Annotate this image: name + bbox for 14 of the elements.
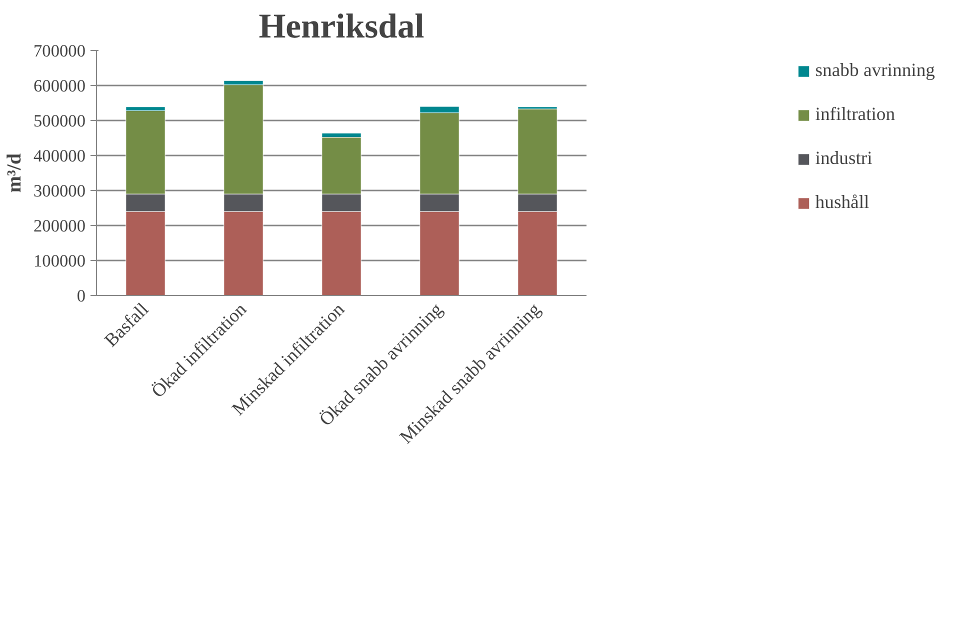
y-tick-label: 100000 [34, 252, 86, 270]
legend-label: snabb avrinning [815, 60, 935, 82]
y-axis-title: m³/d [4, 153, 26, 193]
chart-title: Henriksdal [258, 8, 425, 46]
legend-label: hushåll [815, 192, 870, 214]
legend-label: infiltration [815, 104, 896, 126]
y-tick-label: 300000 [34, 182, 86, 200]
y-tick-label: 200000 [34, 216, 86, 236]
legend-label: industri [815, 148, 872, 170]
y-tick-label: 0 [76, 286, 86, 306]
y-tick-label: 400000 [34, 146, 86, 166]
y-tick-label: 500000 [34, 112, 86, 130]
y-tick-label: 700000 [34, 42, 86, 60]
y-tick-label: 600000 [34, 76, 86, 96]
